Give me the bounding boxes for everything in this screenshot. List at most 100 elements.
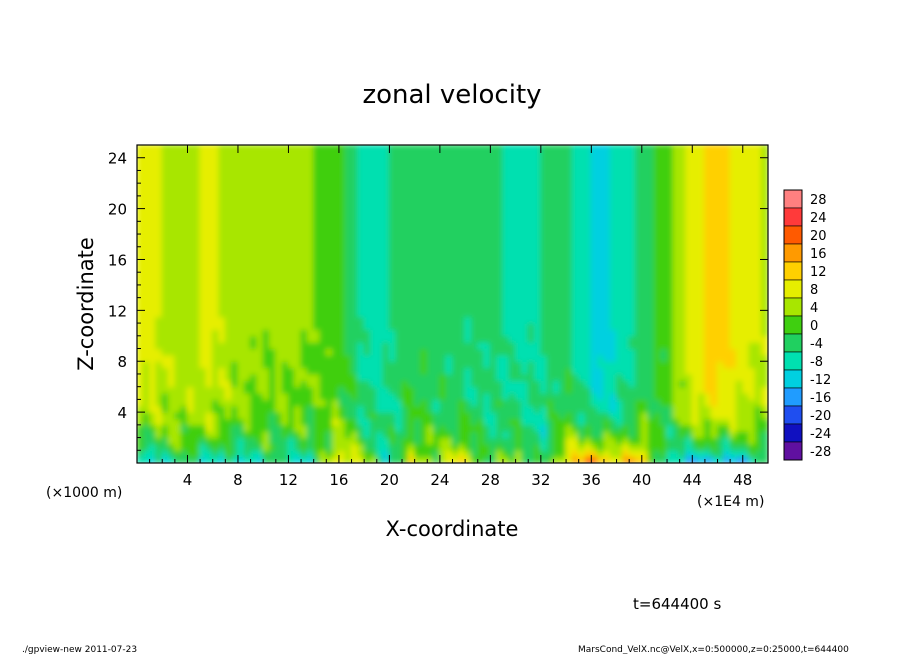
heatmap-cell (647, 188, 656, 197)
heatmap-cell (515, 201, 523, 210)
heatmap-cell (142, 367, 151, 375)
heatmap-cell (540, 424, 548, 432)
heatmap-cell (565, 277, 573, 286)
heatmap-cell (199, 398, 208, 407)
heatmap-cell (218, 449, 226, 458)
heatmap-cell (571, 398, 580, 407)
heatmap-cell (546, 277, 555, 286)
heatmap-cell (262, 227, 271, 235)
heatmap-cell (268, 227, 277, 235)
heatmap-cell (679, 456, 687, 463)
heatmap-cell (735, 271, 744, 280)
heatmap-cell (666, 436, 674, 445)
heatmap-cell (672, 214, 681, 222)
heatmap-cell (483, 297, 491, 305)
heatmap-cell (369, 150, 378, 159)
heatmap-cell (237, 163, 245, 172)
heatmap-cell (414, 176, 422, 184)
heatmap-cell (294, 367, 302, 375)
heatmap-cell (464, 239, 473, 248)
heatmap-cell (426, 188, 435, 197)
heatmap-cell (590, 411, 599, 420)
heatmap-cell (527, 195, 536, 203)
heatmap-cell (723, 208, 731, 216)
heatmap-cell (540, 379, 548, 388)
heatmap-cell (672, 265, 681, 273)
heatmap-cell (149, 436, 157, 445)
heatmap-cell (754, 252, 763, 261)
heatmap-cell (205, 417, 214, 426)
heatmap-cell (496, 443, 504, 451)
heatmap-cell (193, 341, 201, 350)
heatmap-cell (615, 145, 624, 152)
heatmap-cell (275, 424, 283, 432)
heatmap-cell (155, 265, 163, 273)
heatmap-cell (281, 169, 290, 178)
heatmap-cell (186, 367, 195, 375)
heatmap-cell (262, 195, 271, 203)
heatmap-cell (660, 252, 668, 261)
heatmap-cell (464, 233, 473, 241)
heatmap-cell (193, 258, 201, 267)
heatmap-cell (231, 227, 239, 235)
heatmap-cell (376, 398, 384, 407)
heatmap-cell (325, 252, 334, 261)
heatmap-cell (401, 157, 409, 165)
heatmap-cell (578, 424, 586, 432)
heatmap-cell (723, 303, 731, 311)
heatmap-cell (262, 386, 271, 394)
heatmap-cell (193, 290, 201, 299)
heatmap-cell (149, 227, 157, 235)
heatmap-cell (174, 373, 182, 381)
heatmap-cell (338, 297, 346, 305)
heatmap-cell (332, 169, 340, 178)
heatmap-cell (647, 265, 656, 273)
heatmap-cell (306, 303, 315, 311)
heatmap-cell (723, 176, 731, 184)
heatmap-cell (748, 398, 756, 407)
heatmap-cell (477, 303, 485, 311)
heatmap-cell (382, 188, 390, 197)
heatmap-cell (357, 284, 365, 292)
heatmap-cell (350, 341, 359, 350)
heatmap-cell (432, 379, 441, 388)
heatmap-cell (199, 252, 208, 261)
heatmap-cell (597, 169, 605, 178)
heatmap-cell (470, 252, 479, 261)
heatmap-cell (622, 424, 630, 432)
heatmap-cell (155, 284, 163, 292)
heatmap-cell (754, 379, 763, 388)
heatmap-cell (294, 220, 302, 229)
heatmap-cell (414, 347, 422, 356)
heatmap-cell (508, 316, 517, 324)
heatmap-cell (205, 290, 214, 299)
heatmap-cell (426, 386, 435, 394)
heatmap-cell (319, 265, 327, 273)
heatmap-cell (521, 182, 529, 191)
heatmap-cell (521, 405, 529, 413)
heatmap-cell (287, 239, 296, 248)
heatmap-cell (496, 252, 504, 261)
heatmap-cell (174, 220, 182, 229)
heatmap-cell (754, 297, 763, 305)
heatmap-cell (641, 309, 649, 318)
heatmap-cell (338, 424, 346, 432)
heatmap-cell (382, 182, 390, 191)
heatmap-cell (552, 392, 561, 400)
heatmap-cell (496, 188, 504, 197)
heatmap-cell (174, 303, 182, 311)
heatmap-cell (243, 163, 252, 172)
heatmap-cell (502, 411, 510, 420)
heatmap-cell (300, 449, 308, 458)
heatmap-cell (754, 271, 763, 280)
heatmap-cell (729, 214, 738, 222)
heatmap-cell (622, 379, 630, 388)
heatmap-cell (325, 214, 334, 222)
heatmap-cell (180, 335, 189, 343)
heatmap-cell (508, 347, 517, 356)
heatmap-cell (647, 316, 656, 324)
heatmap-cell (142, 284, 151, 292)
heatmap-cell (149, 398, 157, 407)
heatmap-cell (161, 176, 170, 184)
heatmap-cell (679, 233, 687, 241)
